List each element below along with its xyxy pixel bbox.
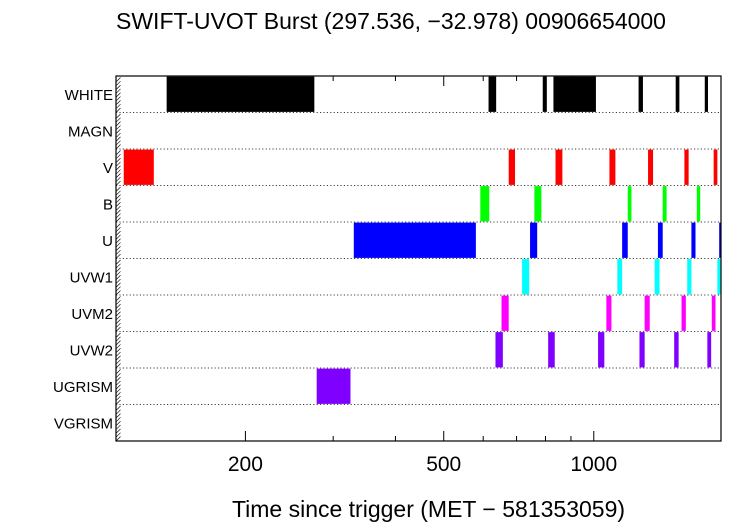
row-separators [116, 112, 721, 405]
exposure-bar-v-2 [508, 149, 516, 185]
row-label-v: V [103, 160, 113, 177]
row-label-white: WHITE [65, 87, 113, 104]
exposure-bars [123, 76, 721, 404]
row-hatch-ugrism [116, 369, 121, 405]
exposure-bar-uvw2-5 [674, 332, 679, 368]
exposure-bar-v-7 [713, 149, 718, 185]
exposure-bar-white-2 [488, 76, 497, 112]
row-label-u: U [102, 233, 113, 250]
exposure-bar-uvw1-4 [687, 259, 692, 295]
row-hatch-uvm2 [116, 296, 121, 332]
exposure-bar-uvw1-2 [617, 259, 623, 295]
exposure-bar-u-6 [719, 222, 721, 258]
row-hatch-white [116, 77, 121, 113]
x-axis-label: Time since trigger (MET − 581353059) [232, 496, 625, 522]
exposure-bar-v-1 [123, 149, 154, 185]
exposure-bar-uvm2-4 [681, 295, 686, 331]
row-label-uvw1: UVW1 [70, 269, 113, 286]
exposure-bar-uvm2-3 [644, 295, 650, 331]
row-label-vgrism: VGRISM [54, 415, 113, 432]
row-label-ugrism: UGRISM [53, 379, 113, 396]
exposure-bar-ugrism-1 [316, 368, 351, 404]
chart-title: SWIFT-UVOT Burst (297.536, −32.978) 0090… [116, 8, 666, 34]
row-labels: WHITE MAGN V B U UVW1 UVM2 UVW2 UGRISM VGRISM [53, 87, 113, 433]
exposure-bar-white-6 [675, 76, 680, 112]
exposure-bar-v-4 [609, 149, 616, 185]
exposure-bar-b-5 [696, 186, 701, 222]
exposure-bar-u-3 [622, 222, 628, 258]
exposure-bar-uvw2-4 [639, 332, 645, 368]
exposure-bar-b-3 [627, 186, 632, 222]
row-hatch-b [116, 186, 121, 222]
row-hatch-uvw2 [116, 332, 121, 368]
exposure-bar-white-7 [704, 76, 708, 112]
exposure-bar-uvm2-2 [606, 295, 612, 331]
exposure-bar-white-3 [542, 76, 547, 112]
row-hatch-marks [116, 77, 121, 441]
row-label-b: B [103, 196, 113, 213]
exposure-bar-uvw2-1 [495, 332, 503, 368]
row-hatch-v [116, 150, 121, 186]
exposure-bar-b-1 [480, 186, 490, 222]
exposure-bar-v-3 [555, 149, 563, 185]
exposure-bar-b-4 [662, 186, 667, 222]
exposure-bar-white-1 [166, 76, 315, 112]
exposure-bar-white-4 [553, 76, 596, 112]
exposure-bar-uvw2-3 [598, 332, 605, 368]
row-label-magn: MAGN [68, 123, 113, 140]
exposure-bar-uvw1-3 [654, 259, 660, 295]
exposure-bar-v-6 [684, 149, 689, 185]
x-axis-ticks: 200 500 1000 [228, 76, 617, 476]
row-hatch-u [116, 223, 121, 259]
exposure-bar-v-5 [648, 149, 654, 185]
exposure-bar-uvw1-1 [522, 259, 530, 295]
exposure-bar-uvm2-5 [711, 295, 716, 331]
row-label-uvm2: UVM2 [71, 306, 113, 323]
exposure-bar-u-4 [657, 222, 663, 258]
exposure-bar-u-1 [353, 222, 476, 258]
exposure-bar-uvm2-1 [501, 295, 509, 331]
exposure-bar-uvw1-5 [717, 259, 721, 295]
exposure-bar-white-5 [638, 76, 643, 112]
exposure-bar-uvw2-2 [548, 332, 555, 368]
exposure-bar-b-2 [534, 186, 542, 222]
row-hatch-magn [116, 113, 121, 149]
row-hatch-uvw1 [116, 259, 121, 295]
plot-frame [115, 75, 722, 442]
exposure-bar-u-2 [530, 222, 538, 258]
row-label-uvw2: UVW2 [70, 342, 113, 359]
row-hatch-vgrism [116, 405, 121, 441]
exposure-bar-uvw2-6 [707, 332, 712, 368]
x-tick-label-200: 200 [228, 453, 263, 476]
x-tick-label-500: 500 [426, 453, 461, 476]
x-tick-label-1000: 1000 [570, 453, 617, 476]
exposure-bar-u-5 [691, 222, 696, 258]
